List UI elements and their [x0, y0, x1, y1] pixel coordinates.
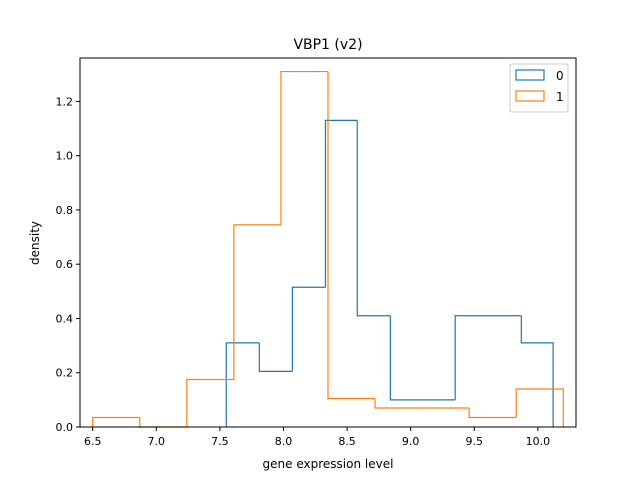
histogram-bin — [515, 388, 564, 427]
y-axis-label: density — [28, 221, 42, 265]
histogram-bin — [225, 342, 260, 427]
y-axis-ticks: 0.0 0.2 0.4 0.6 0.8 1.0 1.2 — [56, 95, 80, 434]
histogram-bin — [454, 315, 489, 400]
series-layer — [92, 70, 564, 428]
histogram-bin — [324, 119, 358, 288]
histogram-bin — [186, 378, 234, 427]
x-tick-label: 6.5 — [84, 435, 102, 448]
chart-title: VBP1 (v2) — [293, 37, 362, 53]
x-tick-label: 9.5 — [466, 435, 484, 448]
y-tick-label: 1.0 — [56, 150, 74, 163]
series-1 — [92, 70, 564, 428]
histogram-bin — [258, 342, 293, 372]
histogram-bin — [233, 224, 281, 380]
plot-frame — [79, 57, 577, 428]
x-tick-label: 7.0 — [148, 435, 166, 448]
histogram-bin — [280, 70, 328, 225]
histogram-bin — [520, 315, 554, 427]
y-tick-label: 0.8 — [56, 204, 74, 217]
histogram-bin — [356, 120, 391, 317]
x-tick-label: 7.5 — [211, 435, 229, 448]
histogram-bin — [389, 315, 424, 401]
legend-swatch — [515, 90, 545, 102]
legend-box — [509, 63, 569, 113]
y-tick-label: 0.0 — [56, 421, 74, 434]
legend-entries: 01 — [515, 69, 564, 104]
y-tick-label: 0.2 — [56, 367, 74, 380]
legend: 01 — [509, 63, 569, 113]
x-tick-label: 9.0 — [402, 435, 420, 448]
histogram-bin — [374, 398, 423, 409]
x-axis-ticks: 6.5 7.0 7.5 8.0 8.5 9.0 9.5 10.0 — [84, 427, 550, 448]
x-tick-label: 8.0 — [275, 435, 293, 448]
legend-swatch — [515, 69, 545, 81]
histogram-bin — [327, 71, 376, 400]
histogram-bin — [291, 286, 326, 372]
series-0 — [225, 119, 554, 427]
x-tick-label: 10.0 — [526, 435, 551, 448]
histogram-bin — [468, 408, 517, 419]
y-tick-label: 1.2 — [56, 95, 74, 108]
legend-label: 1 — [556, 90, 564, 104]
y-tick-label: 0.4 — [56, 312, 74, 325]
y-tick-label: 0.6 — [56, 258, 74, 271]
legend-label: 0 — [556, 69, 564, 83]
x-tick-label: 8.5 — [338, 435, 356, 448]
histogram-bin — [92, 416, 140, 427]
x-axis-label: gene expression level — [263, 457, 394, 471]
